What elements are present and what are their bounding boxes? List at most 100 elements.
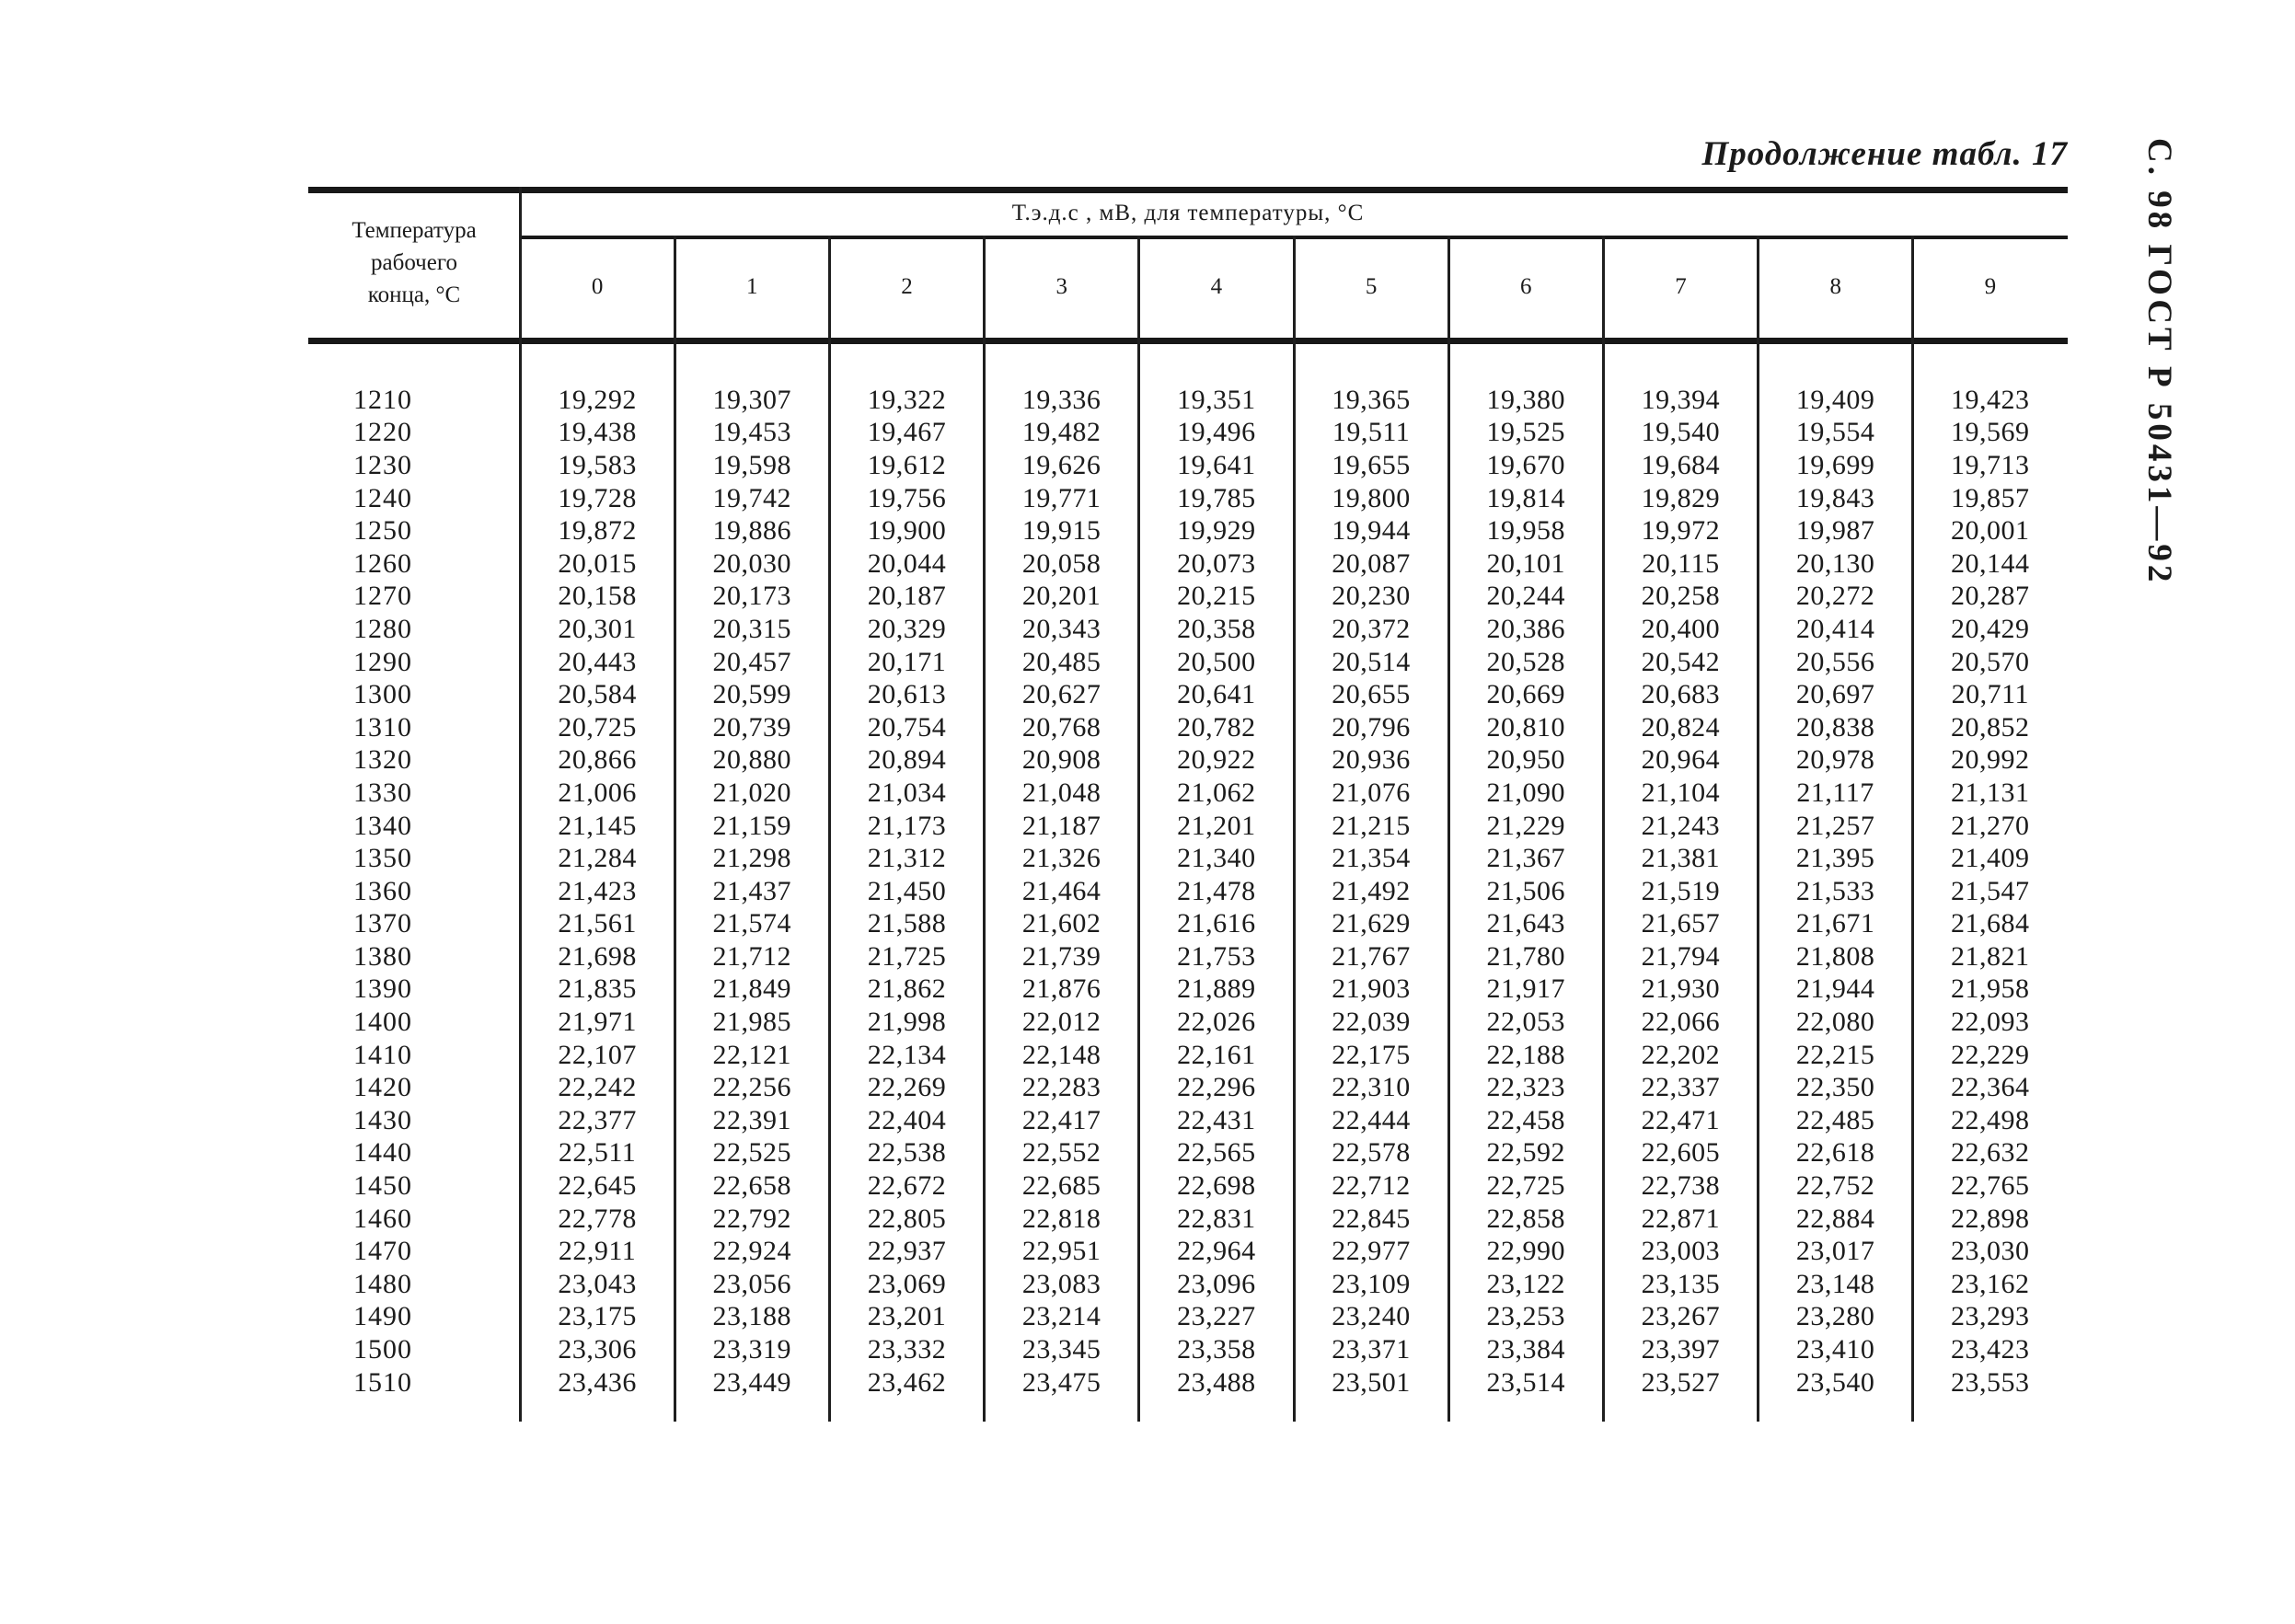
emf-value-cell: 20,964 bbox=[1641, 744, 1721, 776]
emf-value-cell: 21,145 bbox=[558, 810, 637, 841]
emf-value-cell: 23,397 bbox=[1641, 1334, 1721, 1365]
emf-value-cell: 22,658 bbox=[712, 1170, 792, 1202]
emf-value-cell: 22,871 bbox=[1641, 1203, 1721, 1234]
emf-value-cell: 20,258 bbox=[1641, 581, 1721, 612]
emf-value-cell: 20,001 bbox=[1951, 515, 2030, 547]
span-header: Т.э.д.с , мВ, для температуры, °С bbox=[1011, 201, 1365, 225]
temp-cell: 1310 bbox=[353, 711, 412, 743]
emf-value-cell: 21,492 bbox=[1332, 875, 1411, 906]
emf-value-cell: 19,583 bbox=[558, 449, 637, 480]
emf-value-cell: 21,464 bbox=[1021, 875, 1101, 906]
temp-cell: 1240 bbox=[353, 482, 412, 513]
emf-value-cell: 21,159 bbox=[712, 810, 792, 841]
emf-value-cell: 23,423 bbox=[1951, 1334, 2030, 1365]
temp-cell: 1400 bbox=[353, 1007, 412, 1038]
emf-value-cell: 19,453 bbox=[712, 417, 792, 448]
emf-value-cell: 22,310 bbox=[1332, 1072, 1411, 1103]
temp-cell: 1470 bbox=[353, 1236, 412, 1267]
table-row: 1360 21,423 21,437 21,450 21,464 21,478 21,492… bbox=[308, 875, 2068, 908]
emf-value-cell: 19,641 bbox=[1177, 449, 1256, 480]
stub-divider-line bbox=[518, 187, 522, 1422]
emf-value-cell: 22,093 bbox=[1951, 1007, 2030, 1038]
emf-value-cell: 22,134 bbox=[867, 1039, 947, 1070]
table-row: 1240 19,728 19,742 19,756 19,771 19,785 19,800… bbox=[308, 482, 2068, 515]
emf-value-cell: 20,838 bbox=[1795, 711, 1875, 743]
emf-value-cell: 20,697 bbox=[1795, 679, 1875, 710]
column-divider-line bbox=[827, 236, 831, 1422]
emf-value-cell: 19,438 bbox=[558, 417, 637, 448]
emf-value-cell: 23,384 bbox=[1486, 1334, 1565, 1365]
emf-value-cell: 22,990 bbox=[1486, 1236, 1565, 1267]
emf-value-cell: 22,080 bbox=[1795, 1007, 1875, 1038]
emf-value-cell: 20,272 bbox=[1795, 581, 1875, 612]
emf-value-cell: 22,161 bbox=[1177, 1039, 1256, 1070]
column-divider-line bbox=[1601, 236, 1605, 1422]
emf-value-cell: 20,556 bbox=[1795, 646, 1875, 677]
emf-value-cell: 21,808 bbox=[1795, 940, 1875, 972]
emf-value-cell: 20,768 bbox=[1021, 711, 1101, 743]
emf-value-cell: 19,728 bbox=[558, 482, 637, 513]
emf-value-cell: 22,618 bbox=[1795, 1137, 1875, 1169]
temp-cell: 1350 bbox=[353, 843, 412, 874]
temp-cell: 1340 bbox=[353, 810, 412, 841]
emf-value-cell: 20,187 bbox=[867, 581, 947, 612]
table-row: 1210 19,292 19,307 19,322 19,336 19,351 19,365… bbox=[308, 384, 2068, 417]
emf-value-cell: 22,350 bbox=[1795, 1072, 1875, 1103]
emf-value-cell: 22,605 bbox=[1641, 1137, 1721, 1169]
emf-value-cell: 21,187 bbox=[1021, 810, 1101, 841]
temp-cell: 1380 bbox=[353, 940, 412, 972]
emf-value-cell: 19,482 bbox=[1021, 417, 1101, 448]
table-row: 1390 21,835 21,849 21,862 21,876 21,889 21,903… bbox=[308, 973, 2068, 1007]
emf-value-cell: 20,655 bbox=[1332, 679, 1411, 710]
emf-value-cell: 20,599 bbox=[712, 679, 792, 710]
emf-value-cell: 23,096 bbox=[1177, 1268, 1256, 1299]
emf-value-cell: 20,058 bbox=[1021, 547, 1101, 579]
table-rule-header-bottom bbox=[308, 338, 2068, 344]
table-row: 1400 21,971 21,985 21,998 22,012 22,026 22,039… bbox=[308, 1006, 2068, 1039]
emf-value-cell: 21,588 bbox=[867, 908, 947, 939]
emf-value-cell: 22,845 bbox=[1332, 1203, 1411, 1234]
temp-cell: 1510 bbox=[353, 1366, 412, 1398]
emf-value-cell: 21,270 bbox=[1951, 810, 2030, 841]
emf-value-cell: 23,030 bbox=[1951, 1236, 2030, 1267]
emf-value-cell: 23,280 bbox=[1795, 1301, 1875, 1332]
emf-value-cell: 19,785 bbox=[1177, 482, 1256, 513]
emf-value-cell: 22,296 bbox=[1177, 1072, 1256, 1103]
emf-value-cell: 20,372 bbox=[1332, 613, 1411, 644]
emf-value-cell: 20,457 bbox=[712, 646, 792, 677]
emf-value-cell: 19,872 bbox=[558, 515, 637, 547]
emf-value-cell: 21,076 bbox=[1332, 777, 1411, 808]
emf-value-cell: 22,977 bbox=[1332, 1236, 1411, 1267]
emf-value-cell: 22,053 bbox=[1486, 1007, 1565, 1038]
emf-value-cell: 22,417 bbox=[1021, 1104, 1101, 1135]
column-header: 2 bbox=[901, 274, 913, 299]
emf-value-cell: 23,345 bbox=[1021, 1334, 1101, 1365]
emf-value-cell: 21,006 bbox=[558, 777, 637, 808]
emf-value-cell: 20,358 bbox=[1177, 613, 1256, 644]
emf-value-cell: 20,171 bbox=[867, 646, 947, 677]
emf-value-cell: 19,626 bbox=[1021, 449, 1101, 480]
emf-value-cell: 19,944 bbox=[1332, 515, 1411, 547]
emf-value-cell: 21,395 bbox=[1795, 843, 1875, 874]
emf-value-cell: 19,915 bbox=[1021, 515, 1101, 547]
emf-value-cell: 22,485 bbox=[1795, 1104, 1875, 1135]
emf-value-cell: 22,911 bbox=[558, 1236, 637, 1267]
table-row: 1480 23,043 23,056 23,069 23,083 23,096 23,109… bbox=[308, 1268, 2068, 1301]
emf-value-cell: 21,201 bbox=[1177, 810, 1256, 841]
emf-value-cell: 21,602 bbox=[1021, 908, 1101, 939]
emf-value-cell: 19,467 bbox=[867, 417, 947, 448]
emf-value-cell: 20,173 bbox=[712, 581, 792, 612]
emf-value-cell: 22,712 bbox=[1332, 1170, 1411, 1202]
emf-value-cell: 22,765 bbox=[1951, 1170, 2030, 1202]
table-row: 1230 19,583 19,598 19,612 19,626 19,641 19,655… bbox=[308, 449, 2068, 482]
emf-value-cell: 22,215 bbox=[1795, 1039, 1875, 1070]
emf-value-cell: 20,015 bbox=[558, 547, 637, 579]
emf-value-cell: 22,884 bbox=[1795, 1203, 1875, 1234]
emf-value-cell: 21,533 bbox=[1795, 875, 1875, 906]
emf-value-cell: 21,104 bbox=[1641, 777, 1721, 808]
emf-value-cell: 22,738 bbox=[1641, 1170, 1721, 1202]
emf-value-cell: 21,409 bbox=[1951, 843, 2030, 874]
emf-value-cell: 19,699 bbox=[1795, 449, 1875, 480]
emf-value-cell: 19,336 bbox=[1021, 384, 1101, 415]
table-row: 1260 20,015 20,030 20,044 20,058 20,073 20,087… bbox=[308, 547, 2068, 581]
